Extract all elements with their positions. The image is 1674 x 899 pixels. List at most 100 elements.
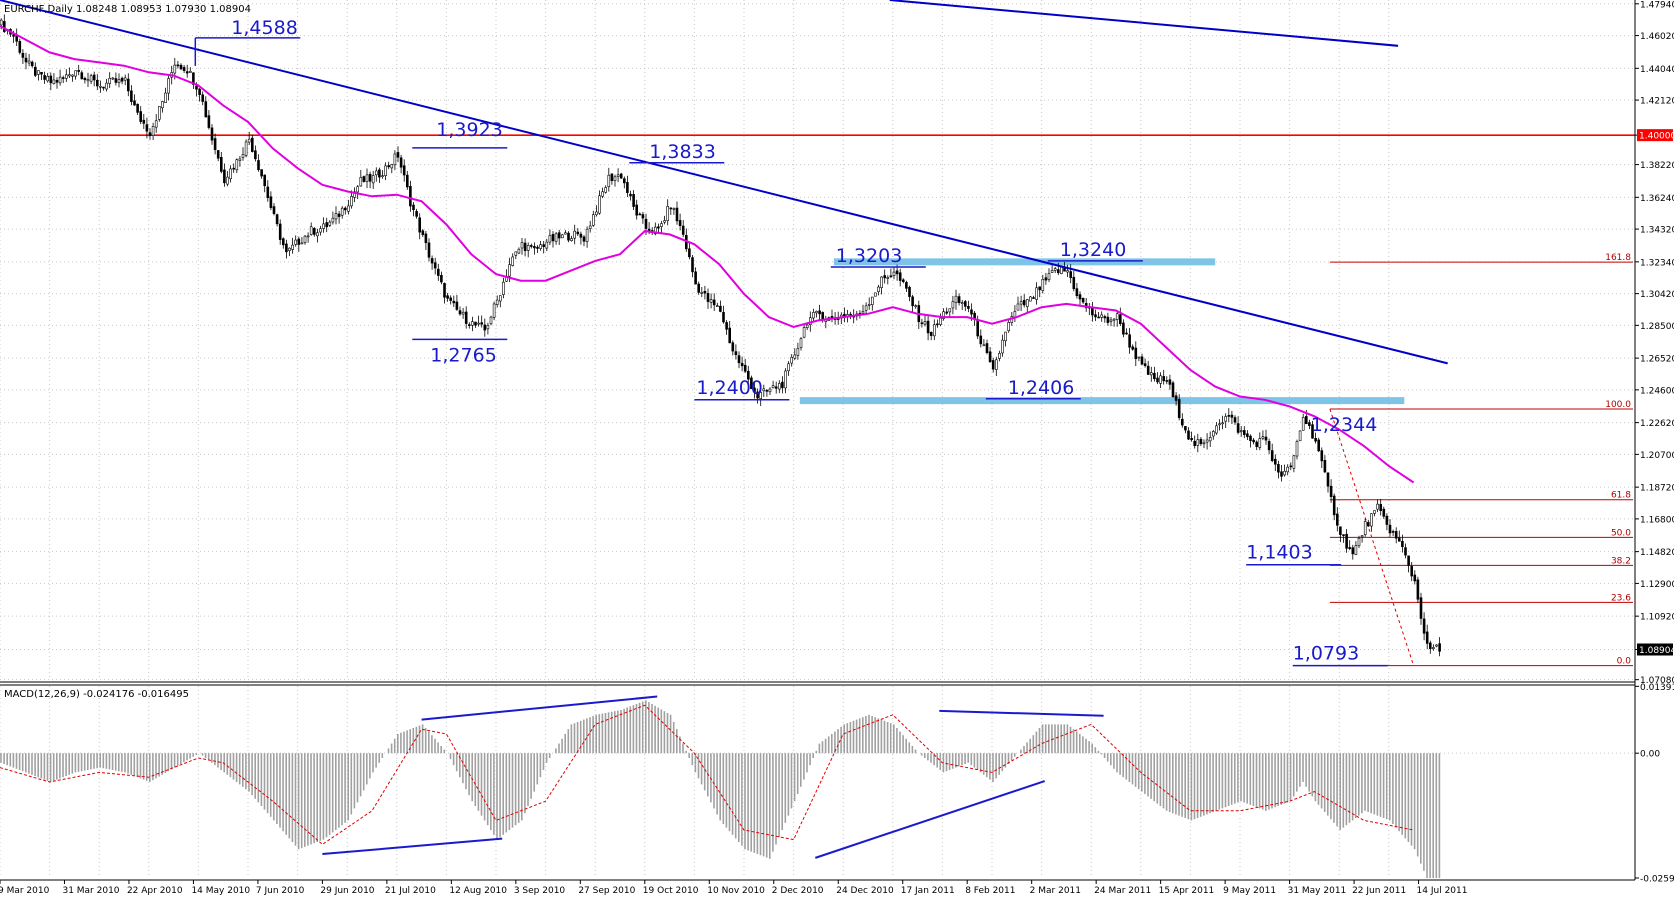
- date-tick-label: 9 May 2011: [1223, 886, 1276, 896]
- swing-label: 1,3203: [836, 245, 902, 267]
- date-tick-label: 29 Jun 2010: [320, 886, 374, 896]
- candle-body: [1190, 438, 1193, 440]
- candle-body: [1345, 533, 1348, 549]
- candle-body: [880, 276, 883, 288]
- candle-body: [1289, 465, 1293, 468]
- date-tick-label: 14 Jul 2011: [1417, 886, 1468, 896]
- candle-body: [796, 348, 800, 356]
- candle-body: [1292, 455, 1296, 469]
- candle-body: [746, 370, 750, 380]
- candle-body: [1382, 508, 1386, 517]
- candle-body: [939, 317, 942, 325]
- candle-body: [390, 164, 394, 169]
- candle-body: [1035, 287, 1038, 300]
- candle-body: [1007, 322, 1011, 332]
- candle-body: [111, 77, 115, 80]
- swing-label: 1,3240: [1060, 239, 1126, 261]
- swing-label: 1,3923: [436, 119, 502, 141]
- candle-body: [1140, 356, 1144, 365]
- candle-body: [1184, 426, 1187, 431]
- candle-body: [722, 311, 725, 323]
- candle-body: [1351, 547, 1355, 555]
- candle-body: [1435, 644, 1438, 647]
- swing-label: 1,2344: [1311, 414, 1377, 436]
- candle-body: [288, 247, 291, 251]
- candle-body: [619, 173, 623, 179]
- date-tick-label: 9 Mar 2010: [0, 886, 50, 896]
- candle-body: [1314, 438, 1317, 442]
- candle-body: [418, 217, 422, 233]
- swing-label: 1,0793: [1293, 643, 1359, 665]
- candle-body: [945, 311, 949, 314]
- fib-diagonal: [1329, 408, 1415, 666]
- candle-body: [1103, 316, 1107, 319]
- candle-body: [182, 67, 186, 71]
- candle-body: [1026, 299, 1029, 307]
- candle-body: [33, 66, 37, 76]
- macd-divergence-line: [322, 837, 503, 856]
- candle-body: [201, 94, 204, 102]
- candle-body: [232, 167, 235, 170]
- date-tick-label: 24 Dec 2010: [836, 886, 894, 896]
- candle-body: [235, 159, 239, 171]
- candle-body: [384, 165, 387, 176]
- macd-tick-label: 0.013916: [1640, 683, 1674, 693]
- candle-body: [247, 138, 251, 143]
- candle-body: [374, 170, 378, 176]
- candle-body: [1057, 269, 1060, 274]
- candle-body: [901, 279, 905, 283]
- candle-body: [1097, 316, 1100, 319]
- candle-body: [40, 71, 43, 75]
- candle-body: [185, 71, 189, 74]
- candle-body: [49, 75, 53, 84]
- candle-body: [1063, 268, 1066, 272]
- candle-body: [672, 208, 676, 210]
- macd-panel[interactable]: MACD(12,26,9) -0.024176 -0.016495: [0, 681, 1635, 879]
- candle-body: [982, 344, 986, 347]
- candle-body: [1227, 415, 1231, 417]
- candle-body: [251, 137, 254, 152]
- candle-body: [1354, 545, 1358, 555]
- candle-body: [1388, 524, 1392, 534]
- candle-body: [920, 322, 924, 325]
- candle-body: [117, 79, 121, 83]
- candle-body: [1261, 436, 1265, 439]
- candle-body: [136, 103, 139, 113]
- candle-body: [1398, 537, 1401, 542]
- candle-body: [1112, 318, 1116, 321]
- candle-body: [802, 327, 806, 338]
- candle-body: [68, 74, 71, 77]
- candle-body: [942, 311, 945, 319]
- candle-body: [551, 234, 555, 242]
- candle-body: [291, 244, 294, 250]
- candle-body: [1376, 503, 1379, 510]
- candle-body: [1363, 521, 1367, 535]
- candle-body: [1416, 579, 1420, 600]
- candle-body: [1246, 433, 1249, 438]
- candle-body: [263, 174, 267, 187]
- candle-body: [1168, 379, 1172, 385]
- candle-body: [1243, 430, 1246, 435]
- candle-body: [1236, 423, 1240, 433]
- candle-body: [452, 300, 456, 304]
- candle-body: [158, 106, 161, 120]
- candle-body: [1218, 423, 1221, 426]
- candle-body: [979, 335, 983, 345]
- date-tick-label: 12 Aug 2010: [449, 886, 507, 896]
- candle-body: [467, 324, 471, 326]
- candle-body: [266, 186, 270, 199]
- candle-body: [1342, 534, 1345, 536]
- candle-body: [1264, 436, 1268, 441]
- candle-body: [715, 305, 719, 307]
- candle-body: [461, 311, 465, 315]
- candle-body: [381, 175, 384, 177]
- candle-body: [967, 306, 970, 309]
- candle-body: [1081, 297, 1085, 303]
- candle-body: [1370, 513, 1373, 527]
- macd-divergence-lines: [322, 695, 1104, 859]
- price-panel[interactable]: 161.8 100.0 61.8 50.0 38.2 23.6 0.0 1,4588 1,39…: [0, 0, 1635, 681]
- candle-body: [148, 132, 152, 136]
- candle-body: [430, 258, 434, 264]
- candle-body: [433, 262, 437, 269]
